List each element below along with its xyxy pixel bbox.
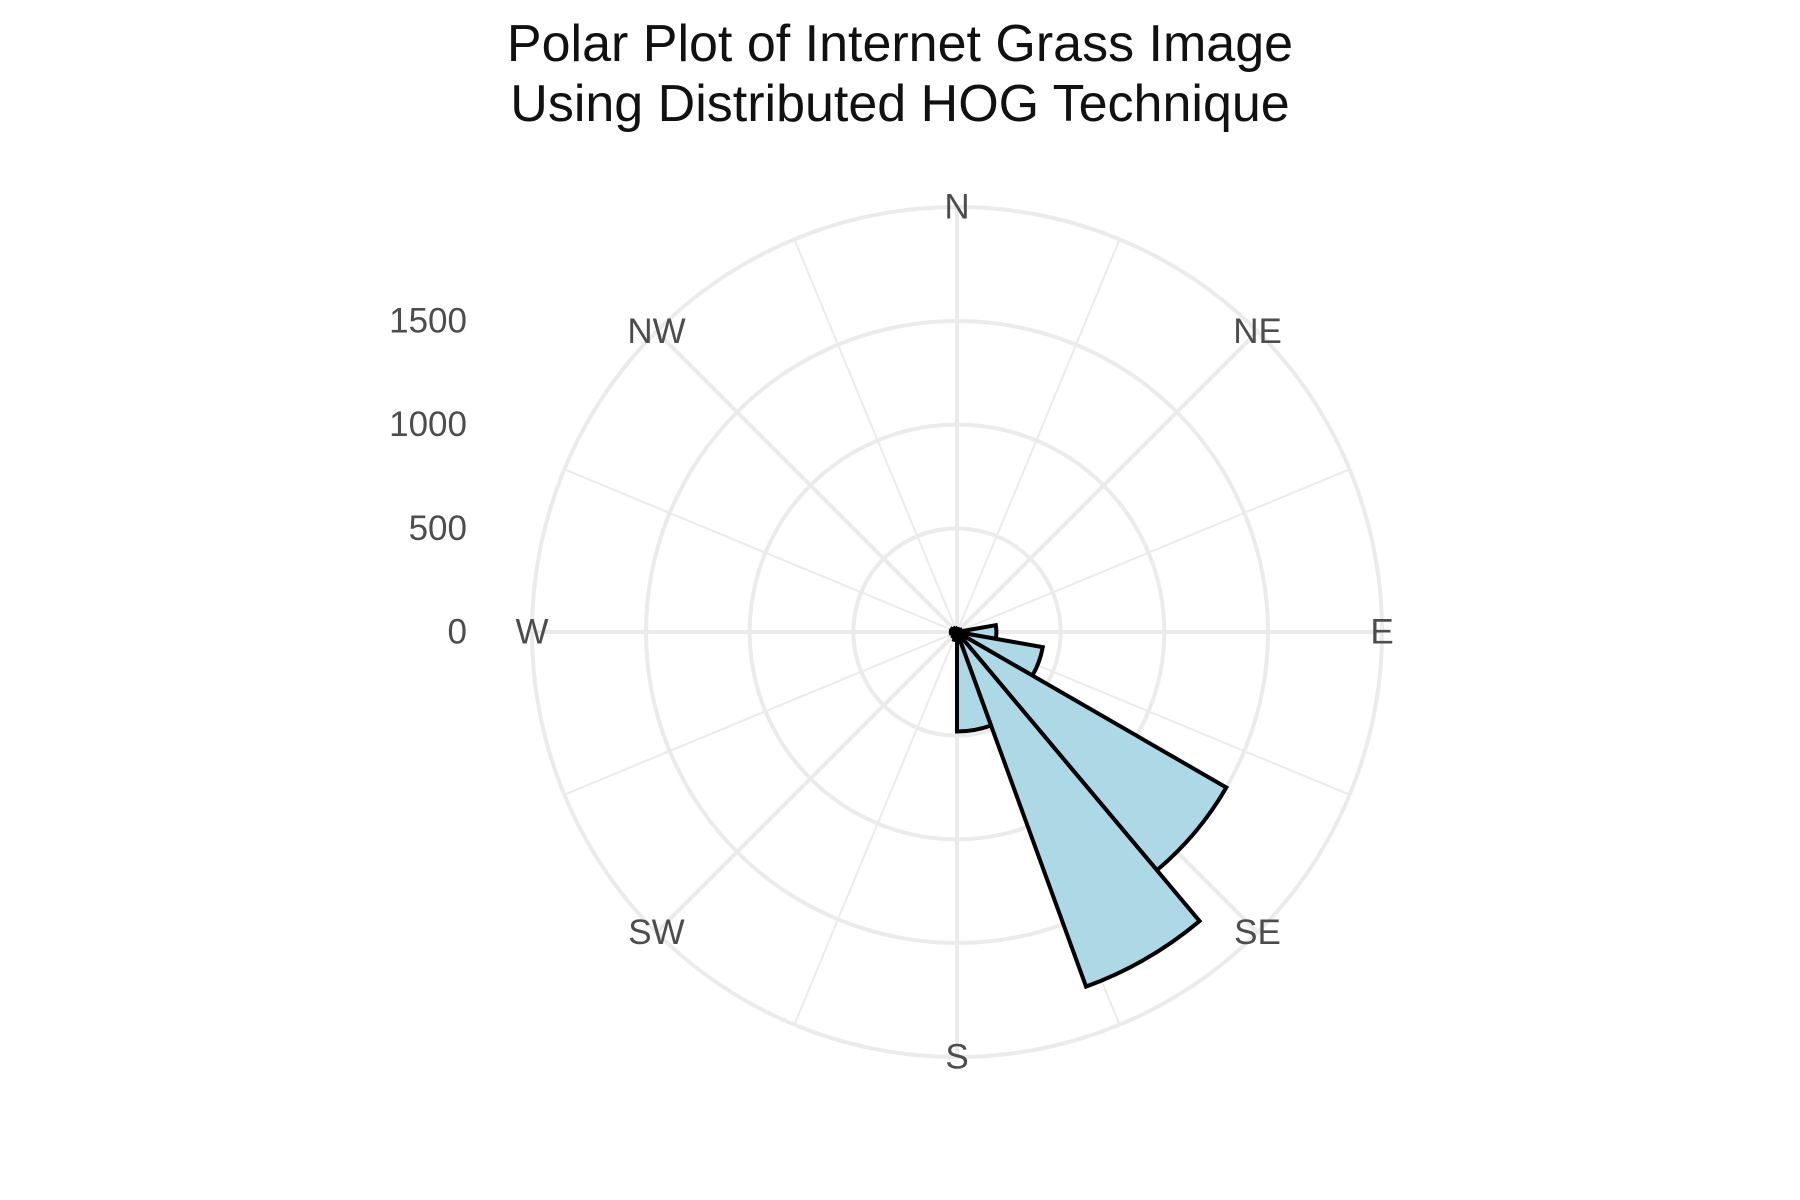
direction-label-ne: NE xyxy=(1233,312,1282,351)
grid-spoke-minor xyxy=(793,631,958,1026)
direction-label-sw: SW xyxy=(628,913,684,952)
r-tick-label: 0 xyxy=(448,613,467,652)
chart-title-line-1: Polar Plot of Internet Grass Image xyxy=(506,15,1294,73)
bars-layer xyxy=(948,622,1230,990)
grid-spoke-major xyxy=(955,330,1259,634)
grid-spoke-minor xyxy=(956,468,1351,633)
direction-label-w: W xyxy=(515,613,548,652)
grid-circle xyxy=(851,526,1063,738)
r-tick-label: 1500 xyxy=(389,302,467,341)
direction-label-s: S xyxy=(945,1038,968,1077)
direction-label-nw: NW xyxy=(627,312,685,351)
grid-spoke-minor xyxy=(563,468,958,633)
direction-label-e: E xyxy=(1370,613,1393,652)
bar-wedge-7 xyxy=(955,630,1203,990)
bar-wedge-8 xyxy=(955,631,994,734)
grid-spoke-minor xyxy=(956,238,1121,633)
direction-label-n: N xyxy=(944,188,969,227)
direction-label-se: SE xyxy=(1234,913,1281,952)
grid-spoke-major xyxy=(655,630,959,934)
grid-spoke-minor xyxy=(563,631,958,796)
chart-title-line-2: Using Distributed HOG Technique xyxy=(510,75,1290,133)
grid-circle xyxy=(530,205,1384,1059)
chart-title: Polar Plot of Internet Grass Image Using… xyxy=(0,14,1800,134)
r-tick-label: 500 xyxy=(409,509,467,548)
labels-layer: N NE E SE S SW W NW 0 500 1000 1500 xyxy=(389,188,1394,1077)
grid-circle xyxy=(644,319,1270,945)
bar-wedge-17 xyxy=(953,627,959,633)
grid-spoke-minor xyxy=(793,238,958,633)
grid-spoke-major xyxy=(655,330,959,634)
grid-circle xyxy=(747,422,1167,842)
r-tick-label: 1000 xyxy=(389,405,467,444)
